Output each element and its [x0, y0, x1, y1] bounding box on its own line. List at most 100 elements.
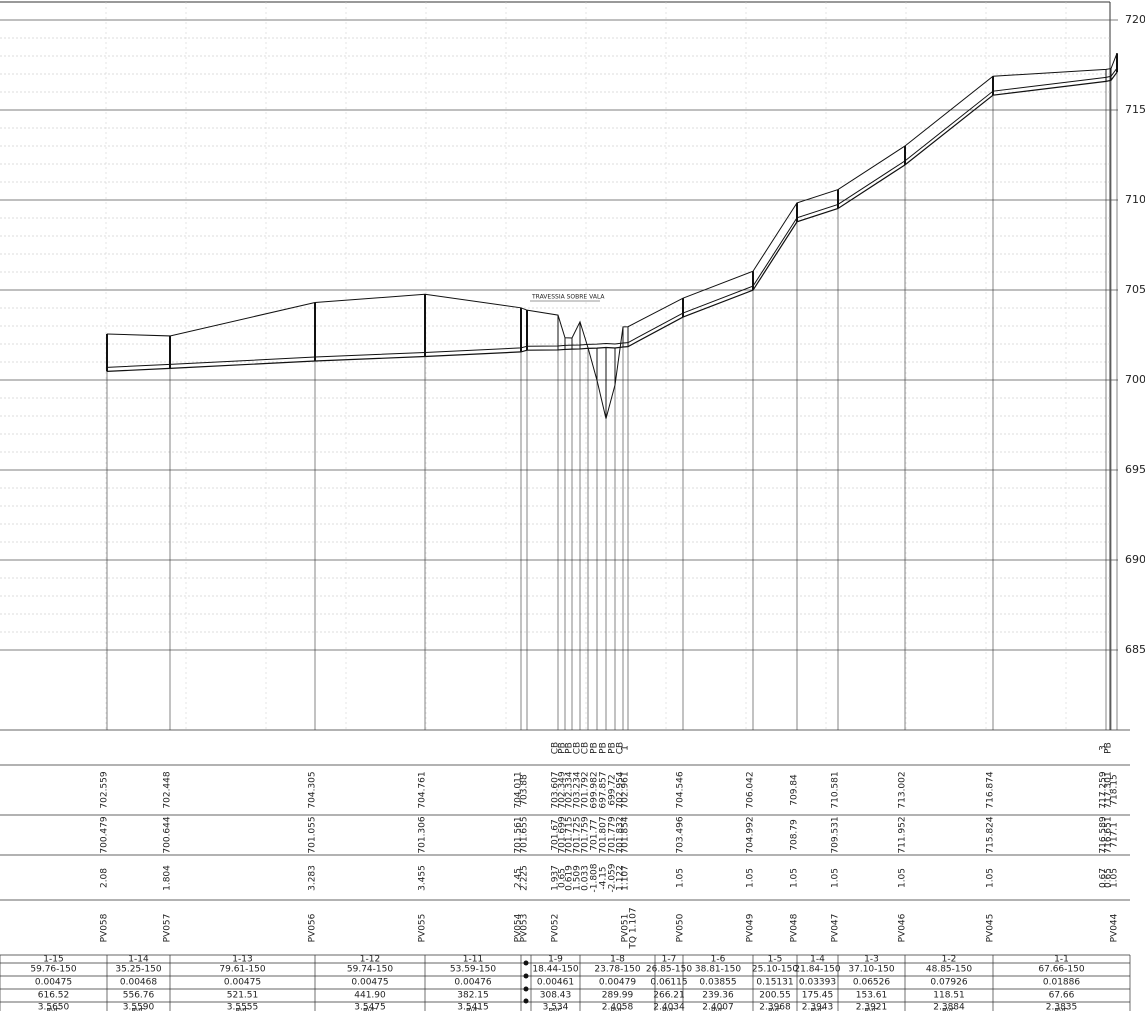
ground-level: 701.792: [581, 771, 591, 808]
segment-slope: 0.15131: [756, 978, 793, 988]
invert-level: 701.67: [551, 819, 561, 851]
segment-chain: 266.21: [653, 991, 685, 1001]
segment-material: PVC: [711, 1007, 725, 1011]
segment-id: 1-15: [43, 955, 63, 965]
invert-level: 701.055: [308, 816, 318, 853]
invert-level: 717.1: [1110, 822, 1120, 848]
station-name: PV047: [831, 914, 841, 943]
station-name: PV055: [418, 914, 428, 943]
station-name: PV048: [790, 913, 800, 942]
invert-level: 704.992: [746, 816, 756, 853]
invert-level: 711.952: [898, 816, 908, 853]
invert-level: 715.824: [986, 816, 996, 853]
segment-pipe: 26.85-150: [646, 965, 692, 975]
ground-level: 699.72: [608, 774, 618, 806]
pipe-crown: [106, 67, 1118, 368]
segment-material: PVC: [662, 1007, 676, 1011]
ground-level: 702.334: [565, 771, 575, 808]
station-name: PV046: [898, 913, 908, 942]
segment-cover: 3.5555: [227, 1003, 259, 1011]
invert-level: 701.779: [608, 816, 618, 853]
segment-id: 1-5: [768, 955, 783, 965]
segment-material: PVC: [236, 1007, 250, 1011]
segment-material: PVC: [811, 1007, 825, 1011]
depth: 1.05: [676, 868, 686, 888]
segment-chain: 382.15: [457, 991, 489, 1001]
invert-level: 703.496: [676, 816, 686, 853]
marker-dot: [523, 960, 529, 966]
marker-dot: [523, 986, 529, 992]
segment-slope: 0.00468: [120, 978, 157, 988]
segment-material: PVC: [47, 1007, 61, 1011]
station-tag: PB: [599, 742, 609, 754]
depth: 0.619: [565, 865, 575, 891]
invert-level: 701.561: [514, 816, 524, 853]
depth: 1.107: [621, 865, 631, 891]
depth: 1.05: [1110, 868, 1120, 888]
segment-slope: 0.00461: [537, 978, 574, 988]
segment-pipe: 23.78-150: [594, 965, 640, 975]
segment-pipe: 79.61-150: [219, 965, 265, 975]
axis-label: 685: [1125, 643, 1145, 656]
segment-chain: 308.43: [540, 991, 572, 1001]
segment-pipe: 53.59-150: [450, 965, 496, 975]
marker-dot: [523, 998, 529, 1004]
station-tag: CB: [573, 742, 583, 754]
marker-dot: [523, 973, 529, 979]
station-note: TQ 1.107: [629, 907, 639, 949]
segment-cover: 2.4034: [653, 1003, 685, 1011]
ground-level: 703.234: [573, 771, 583, 808]
segment-pipe: 18.44-150: [532, 965, 578, 975]
segment-chain: 153.61: [856, 991, 888, 1001]
segment-id: 1-8: [610, 955, 625, 965]
station-tag: CB: [581, 742, 591, 754]
segment-pipe: 48.85-150: [926, 965, 972, 975]
segment-pipe: 59.74-150: [347, 965, 393, 975]
segment-material: PVC: [942, 1007, 956, 1011]
axis-label: 710: [1125, 193, 1145, 206]
ground-level: 702.961: [621, 771, 631, 808]
segment-material: PVC: [363, 1007, 377, 1011]
axis-label: 695: [1125, 463, 1145, 476]
segment-slope: 0.07926: [930, 978, 967, 988]
segment-pipe: 59.76-150: [30, 965, 76, 975]
depth: 0.65: [558, 868, 568, 888]
axis-label: 715: [1125, 103, 1145, 116]
axis-label: 705: [1125, 283, 1145, 296]
segment-cover: 2.4007: [702, 1003, 734, 1011]
segment-id: 1-3: [864, 955, 879, 965]
segment-cover: 2.4058: [602, 1003, 634, 1011]
axis-label: 700: [1125, 373, 1145, 386]
depth: 3.455: [418, 865, 428, 891]
segment-material: PVC: [466, 1007, 480, 1011]
invert-level: 701.306: [418, 816, 428, 853]
invert-level: 701.715: [565, 816, 575, 853]
segment-material: PVC: [611, 1007, 625, 1011]
segment-slope: 0.06115: [650, 978, 687, 988]
segment-chain: 239.36: [702, 991, 734, 1001]
invert-level: 709.531: [831, 816, 841, 853]
segment-cover: 3.5590: [123, 1003, 155, 1011]
segment-chain: 67.66: [1049, 991, 1075, 1001]
depth: 3.283: [308, 865, 318, 891]
depth: 0.033: [581, 865, 591, 891]
ground-level: 718.15: [1110, 774, 1120, 806]
segment-pipe: 38.81-150: [695, 965, 741, 975]
ground-level: 704.546: [676, 771, 686, 808]
segment-slope: 0.03393: [799, 978, 836, 988]
segment-chain: 200.55: [759, 991, 791, 1001]
invert-level: 701.725: [573, 816, 583, 853]
ground-level: 704.761: [418, 771, 428, 808]
segment-chain: 118.51: [933, 991, 965, 1001]
segment-cover: 2.3884: [933, 1003, 965, 1011]
station-tag: PB: [590, 742, 600, 754]
invert-level: 701.854: [621, 816, 631, 853]
depth: 0.65: [1104, 868, 1114, 888]
station-name: PV052: [551, 914, 561, 943]
station-name: PV056: [308, 913, 318, 942]
segment-pipe: 35.25-150: [115, 965, 161, 975]
depth: 1.804: [163, 865, 173, 891]
ground-level: 704.305: [308, 771, 318, 808]
segment-cover: 3.5650: [38, 1003, 70, 1011]
ground-level: 709.84: [790, 774, 800, 806]
